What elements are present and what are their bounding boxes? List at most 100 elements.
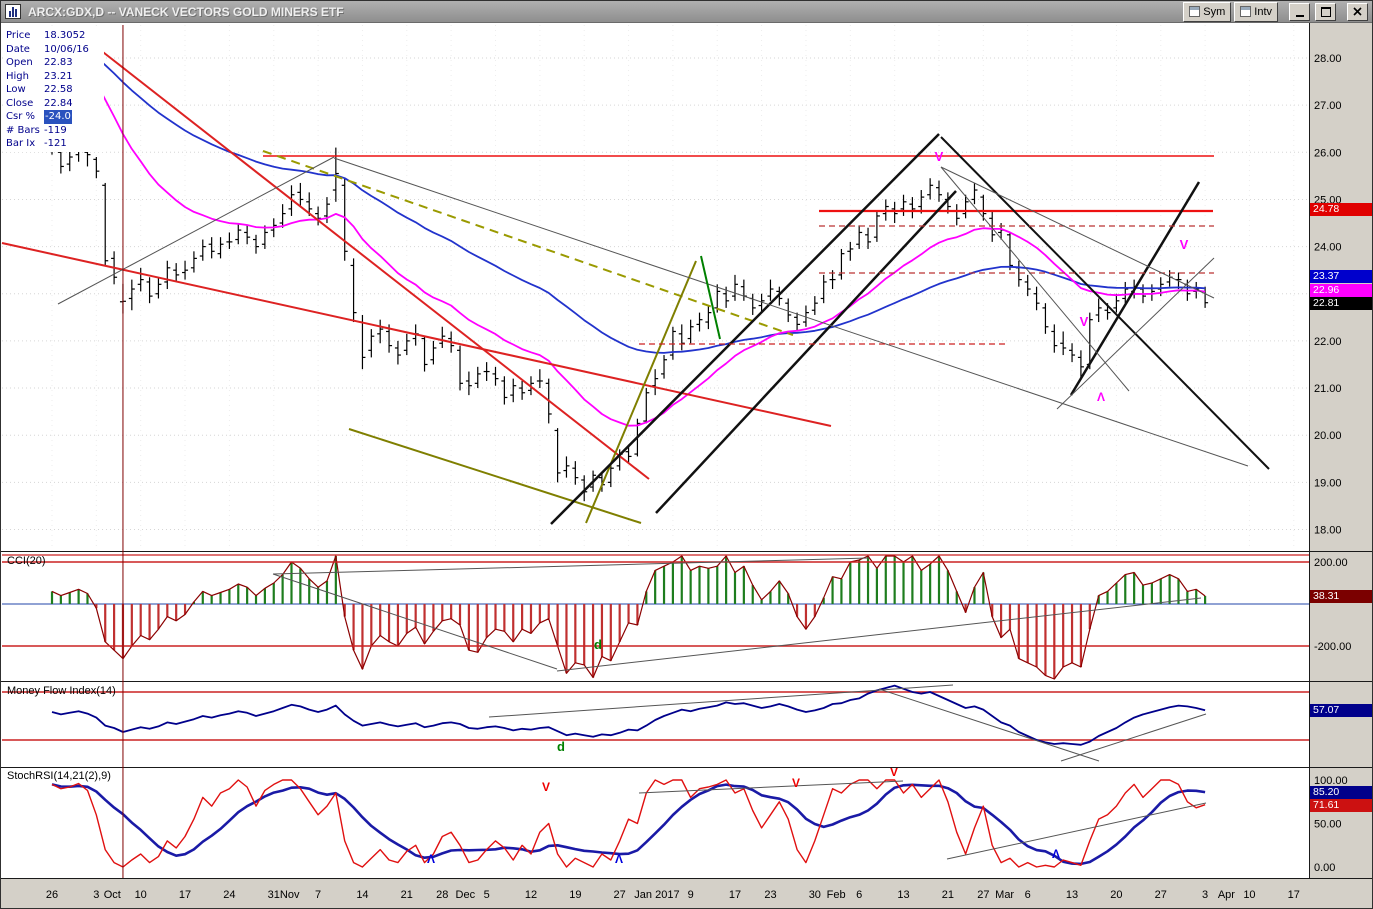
signal-marker: d	[594, 637, 602, 652]
info-row-close: Close 22.84	[6, 97, 73, 109]
info-row-barix: Bar Ix -121	[6, 138, 67, 149]
svg-text:Nov: Nov	[280, 889, 300, 901]
svg-text:27: 27	[614, 889, 626, 901]
mfi-badge: 57.07	[1310, 704, 1372, 717]
svg-text:20.00: 20.00	[1314, 430, 1342, 442]
svg-text:Apr: Apr	[1218, 889, 1235, 901]
window-title: ARCX:GDX,D -- VANECK VECTORS GOLD MINERS…	[28, 4, 344, 19]
info-row-price: Price 18.3052	[6, 30, 86, 41]
svg-text:3: 3	[93, 889, 99, 901]
svg-text:19: 19	[569, 889, 581, 901]
info-row-date: Date 10/06/16	[6, 43, 89, 55]
intv-button-label: Intv	[1254, 5, 1272, 18]
signal-marker: V	[792, 776, 800, 790]
stochrsi-plot	[51, 779, 1206, 868]
svg-text:13: 13	[1066, 889, 1078, 901]
svg-text:14: 14	[356, 889, 368, 901]
stochrsi-badge-k: 71.61	[1310, 799, 1372, 812]
svg-text:23: 23	[764, 889, 776, 901]
svg-text:-200.00: -200.00	[1314, 641, 1351, 653]
svg-text:50.00: 50.00	[1314, 819, 1342, 831]
cci-badge: 38.31	[1310, 590, 1372, 603]
cci-levels	[2, 561, 1309, 647]
svg-text:200.00: 200.00	[1314, 557, 1348, 569]
svg-text:31: 31	[268, 889, 280, 901]
signal-marker: V	[1080, 314, 1089, 329]
panel-backgrounds	[1, 23, 1309, 878]
signal-marker: d	[557, 739, 565, 754]
cci-plot	[50, 555, 1207, 680]
svg-text:7: 7	[315, 889, 321, 901]
restore-icon	[1320, 6, 1331, 17]
info-row-open: Open 22.83	[6, 57, 73, 68]
svg-text:19.00: 19.00	[1314, 477, 1342, 489]
sym-button[interactable]: Sym	[1183, 1, 1232, 22]
separators	[1, 23, 1372, 879]
stochrsi-pane-label: StochRSI(14,21(2),9)	[7, 770, 111, 782]
svg-text:9: 9	[688, 889, 694, 901]
trendlines	[1, 30, 1309, 860]
signal-marker: V	[542, 780, 550, 794]
svg-text:10: 10	[135, 889, 147, 901]
svg-text:0.00: 0.00	[1314, 862, 1335, 874]
stochrsi-badge-d: 85.20	[1310, 786, 1372, 799]
mfi-plot	[51, 684, 1206, 746]
info-row-bars: # Bars -119	[6, 124, 67, 136]
price-badge-level: 24.78	[1310, 203, 1372, 216]
sym-button-label: Sym	[1203, 5, 1226, 18]
svg-text:28: 28	[436, 889, 448, 901]
signal-marker: V	[890, 765, 898, 779]
stochrsi-pane	[1, 768, 1309, 878]
cci-pane-label: CCI(20)	[7, 555, 46, 567]
mfi-pane-label: Money Flow Index(14)	[7, 685, 116, 697]
svg-text:28.00: 28.00	[1314, 53, 1342, 65]
svg-text:Dec: Dec	[456, 889, 476, 901]
intv-button[interactable]: Intv	[1234, 1, 1278, 22]
svg-text:18.00: 18.00	[1314, 525, 1342, 537]
svg-text:26: 26	[46, 889, 58, 901]
sym-icon	[1189, 6, 1201, 17]
info-row-low: Low 22.58	[6, 84, 73, 95]
signal-marker: V	[1180, 237, 1189, 252]
restore-button[interactable]	[1315, 2, 1336, 21]
svg-text:21: 21	[942, 889, 954, 901]
close-button[interactable]	[1347, 2, 1368, 21]
svg-text:10: 10	[1243, 889, 1255, 901]
minimize-icon	[1295, 15, 1304, 17]
intv-icon	[1240, 6, 1252, 17]
svg-text:27.00: 27.00	[1314, 100, 1342, 112]
app-icon	[5, 4, 21, 19]
svg-text:Feb: Feb	[827, 889, 846, 901]
svg-text:6: 6	[1025, 889, 1031, 901]
signal-markers: V V V Λ V V V Λ Λ Λd d	[427, 149, 1189, 866]
svg-text:20: 20	[1110, 889, 1122, 901]
minimize-button[interactable]	[1289, 2, 1310, 21]
svg-text:21: 21	[401, 889, 413, 901]
signal-marker: Λ	[427, 852, 435, 866]
svg-text:22.00: 22.00	[1314, 336, 1342, 348]
signal-marker: Λ	[1097, 390, 1105, 404]
price-badge-last: 22.81	[1310, 297, 1372, 310]
svg-text:17: 17	[729, 889, 741, 901]
svg-text:Jan 2017: Jan 2017	[634, 889, 679, 901]
signal-marker: Λ	[615, 852, 623, 866]
svg-text:5: 5	[484, 889, 490, 901]
chart-canvas[interactable]: VVVΛVVVΛΛΛdd28.0027.0026.0025.0024.0023.…	[1, 23, 1373, 909]
svg-text:Mar: Mar	[995, 889, 1014, 901]
svg-text:26.00: 26.00	[1314, 147, 1342, 159]
signal-marker: V	[935, 149, 944, 164]
svg-text:30: 30	[809, 889, 821, 901]
cursor-info-panel: Price 18.3052 Date 10/06/16 Open 22.83 High…	[4, 28, 104, 152]
svg-text:21.00: 21.00	[1314, 383, 1342, 395]
moving-averages	[51, 32, 1206, 427]
price-pane	[1, 23, 1309, 551]
signal-marker: Λ	[1052, 847, 1060, 861]
svg-text:3: 3	[1202, 889, 1208, 901]
svg-text:100.00: 100.00	[1314, 775, 1348, 787]
svg-text:27: 27	[977, 889, 989, 901]
info-row-high: High 23.21	[6, 70, 73, 82]
svg-text:Oct: Oct	[104, 889, 121, 901]
svg-text:6: 6	[856, 889, 862, 901]
svg-text:17: 17	[1288, 889, 1300, 901]
